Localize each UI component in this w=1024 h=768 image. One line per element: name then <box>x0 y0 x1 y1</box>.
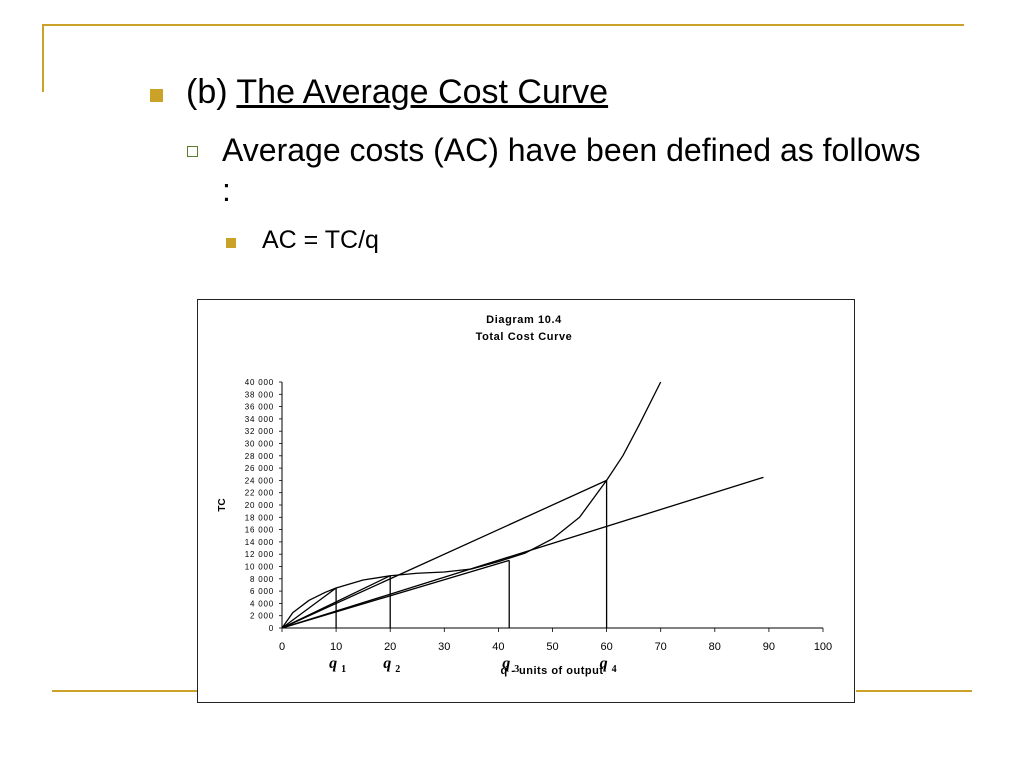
slide-title: (b) The Average Cost Curve <box>186 73 608 112</box>
title-prefix: (b) <box>186 73 228 111</box>
x-tick-label: 100 <box>814 641 832 653</box>
chart-title: Diagram 10.4 <box>486 314 562 326</box>
x-tick-label: 40 <box>492 641 504 653</box>
bullet-level-1-icon <box>150 89 163 102</box>
y-tick-label: 28 000 <box>245 452 274 461</box>
q-label-sub-2: 2 <box>395 664 400 675</box>
total-cost-chart: Diagram 10.4 Total Cost Curve 0 2 000 4 000 6… <box>217 314 832 677</box>
frame-left-line <box>42 24 44 92</box>
title-underlined: The Average Cost Curve <box>236 73 609 111</box>
chart-figure: Diagram 10.4 Total Cost Curve 0 2 000 4 000 6… <box>197 299 855 703</box>
y-tick-label: 24 000 <box>245 476 274 485</box>
bullet-2-text: Average costs (AC) have been defined as … <box>222 132 921 208</box>
x-tick-label: 10 <box>330 641 342 653</box>
y-tick-label: 18 000 <box>245 513 274 522</box>
q-label-1: q <box>329 655 337 672</box>
y-tick-label: 14 000 <box>245 538 274 547</box>
x-tick-label: 90 <box>763 641 775 653</box>
x-tick-label: 60 <box>600 641 612 653</box>
x-tick-label: 30 <box>438 641 450 653</box>
y-axis-label: TC <box>217 498 228 511</box>
x-tick-label: 70 <box>655 641 667 653</box>
x-axis-label: q - units of output <box>501 665 604 677</box>
bullet-level-2-icon <box>187 146 198 157</box>
y-tick-label: 8 000 <box>250 575 274 584</box>
frame-top-line <box>42 24 964 26</box>
chart-subtitle: Total Cost Curve <box>476 331 573 343</box>
y-tick-label: 16 000 <box>245 526 274 535</box>
y-tick-label: 20 000 <box>245 501 274 510</box>
frame-bottom-right-line <box>856 690 972 692</box>
y-tick-label: 2 000 <box>250 612 274 621</box>
x-tick-label: 20 <box>384 641 396 653</box>
y-tick-label: 26 000 <box>245 464 274 473</box>
q-label-2: q <box>383 655 391 672</box>
bullet-3-text: AC = TC/q <box>262 226 379 254</box>
y-tick-label: 0 <box>269 624 274 633</box>
q-label-sub-3: 3 <box>514 664 519 675</box>
y-tick-label: 34 000 <box>245 415 274 424</box>
x-tick-label: 80 <box>709 641 721 653</box>
x-tick-label: 50 <box>546 641 558 653</box>
y-tick-label: 12 000 <box>245 550 274 559</box>
frame-bottom-left-line <box>52 690 198 692</box>
x-tick-label: 0 <box>279 641 285 653</box>
q-label-4: q <box>600 655 608 672</box>
ray-line-5 <box>281 476 764 629</box>
y-tick-label: 22 000 <box>245 489 274 498</box>
tc-curve-line <box>281 381 662 629</box>
ray-line-1 <box>281 587 337 629</box>
y-tick-label: 40 000 <box>245 378 274 387</box>
y-tick-label: 4 000 <box>250 599 274 608</box>
y-tick-label: 32 000 <box>245 427 274 436</box>
y-tick-label: 36 000 <box>245 403 274 412</box>
y-tick-label: 30 000 <box>245 440 274 449</box>
q-label-sub-1: 1 <box>341 664 346 675</box>
y-tick-label: 10 000 <box>245 563 274 572</box>
bullet-level-3-icon <box>226 238 236 248</box>
y-tick-label: 6 000 <box>250 587 274 596</box>
y-tick-label: 38 000 <box>245 390 274 399</box>
ray-line-4 <box>281 479 607 629</box>
q-label-3: q <box>502 655 510 672</box>
q-label-sub-4: 4 <box>612 664 617 675</box>
